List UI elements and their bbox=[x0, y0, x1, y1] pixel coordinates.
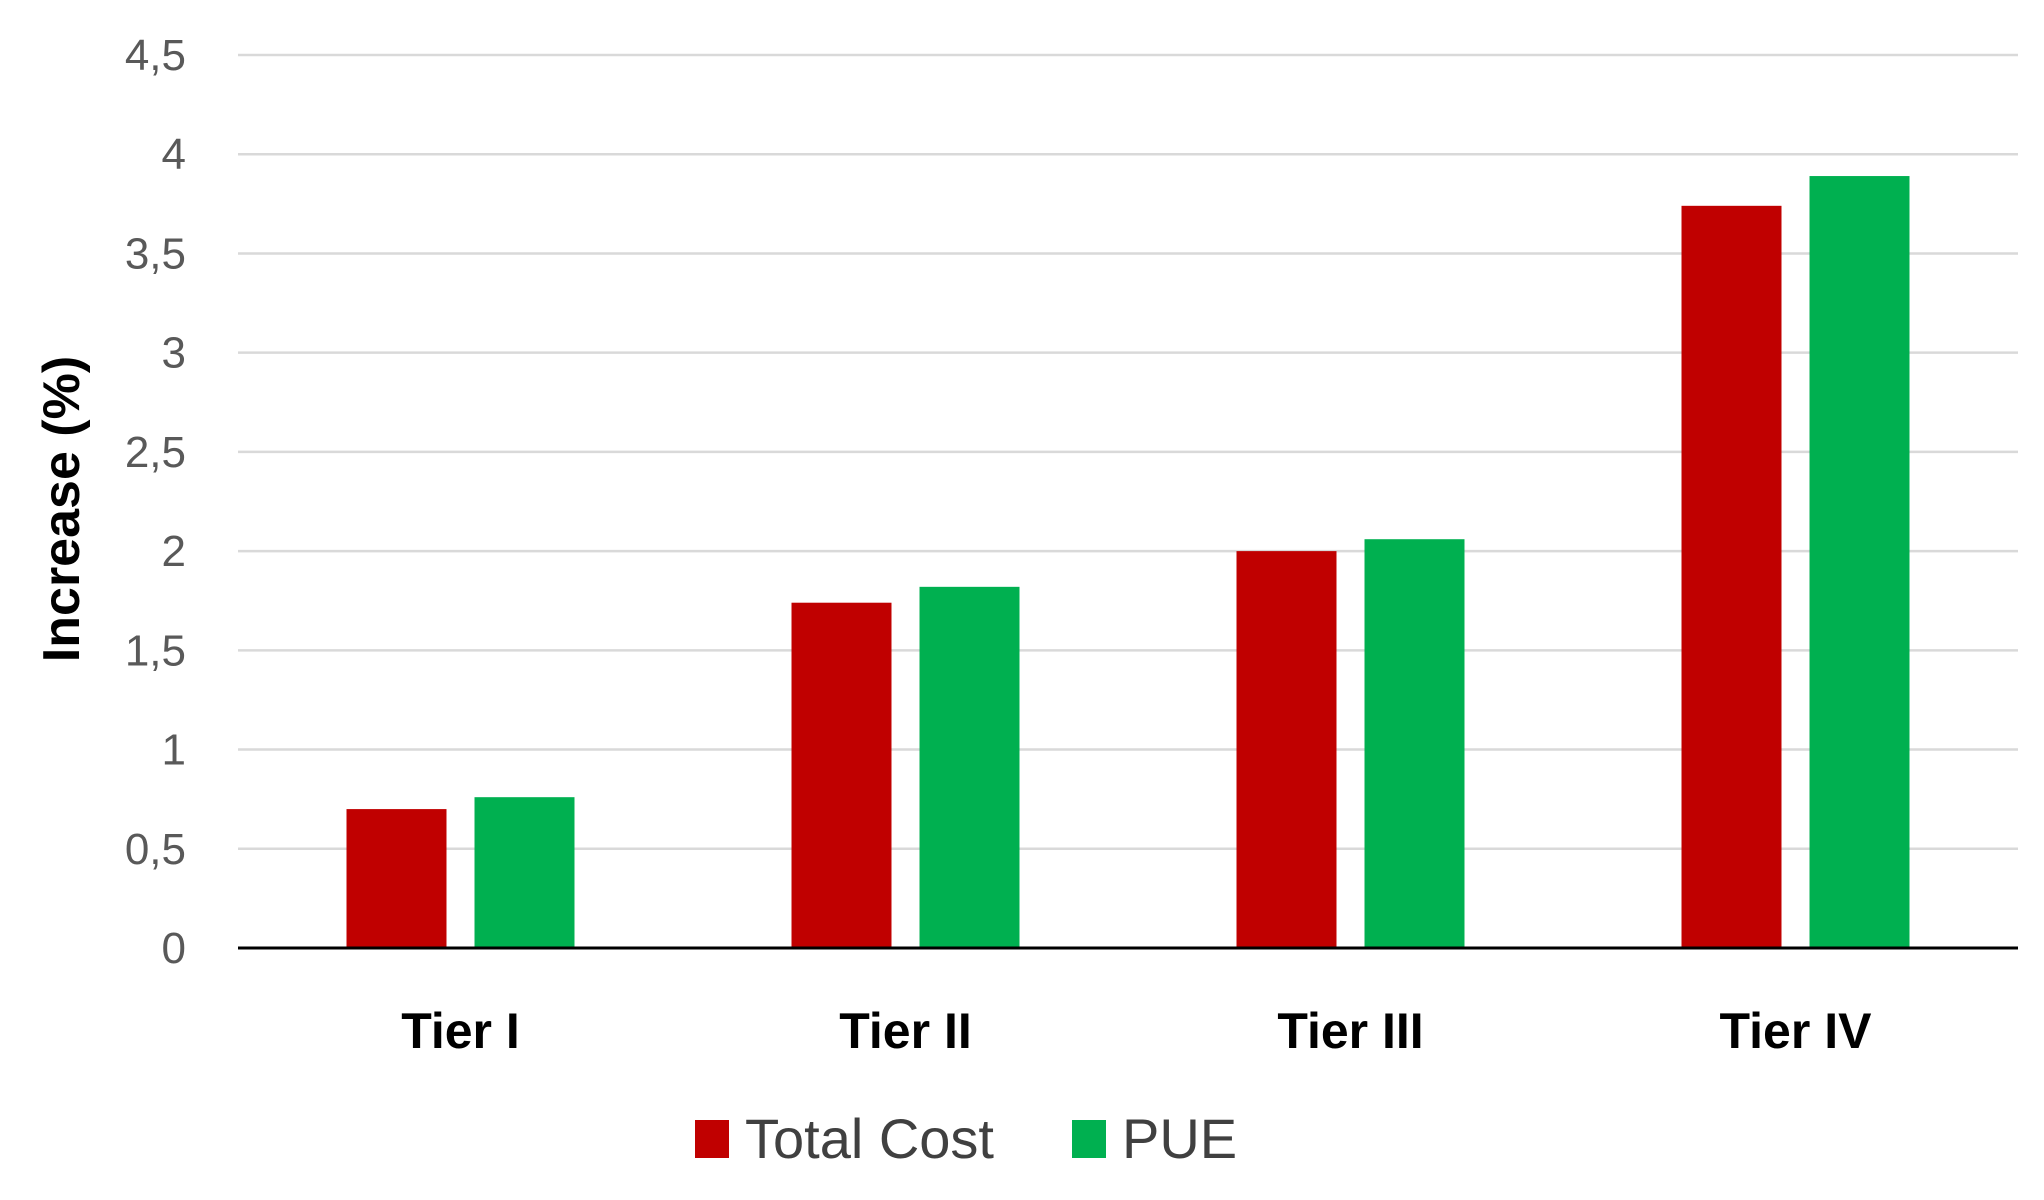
x-category-label: Tier I bbox=[401, 1003, 520, 1059]
x-category-label: Tier IV bbox=[1720, 1003, 1873, 1059]
y-tick-label: 4,5 bbox=[125, 31, 186, 80]
x-category-label: Tier II bbox=[839, 1003, 971, 1059]
legend-label: PUE bbox=[1122, 1107, 1237, 1170]
legend-label: Total Cost bbox=[745, 1107, 994, 1170]
legend: Total Cost PUE bbox=[695, 1107, 1237, 1170]
bar-pue-1 bbox=[919, 586, 1020, 948]
y-tick-label: 0,5 bbox=[125, 825, 186, 874]
bar-total-cost-1 bbox=[791, 602, 892, 948]
y-tick-label: 3 bbox=[162, 329, 186, 378]
legend-swatch bbox=[1072, 1120, 1106, 1158]
y-axis-title: Increase (%) bbox=[33, 356, 91, 662]
bar-total-cost-0 bbox=[346, 809, 447, 948]
y-tick-label: 2 bbox=[162, 527, 186, 576]
tick-labels: 0 0,5 1 1,5 2 2,5 3 3,5 4 4,5 Tier I Tier II Tier II… bbox=[125, 31, 1872, 1059]
y-tick-label: 3,5 bbox=[125, 229, 186, 278]
y-tick-label: 4 bbox=[162, 130, 186, 179]
y-tick-label: 1 bbox=[162, 726, 186, 775]
y-tick-label: 2,5 bbox=[125, 428, 186, 477]
bar-pue-0 bbox=[474, 797, 575, 948]
bars bbox=[346, 176, 1910, 949]
bar-pue-2 bbox=[1364, 539, 1465, 948]
y-tick-label: 0 bbox=[162, 924, 186, 973]
bar-total-cost-3 bbox=[1681, 205, 1782, 949]
gridlines bbox=[238, 53, 2018, 851]
y-tick-label: 1,5 bbox=[125, 626, 186, 675]
bar-total-cost-2 bbox=[1236, 551, 1337, 948]
x-category-label: Tier III bbox=[1277, 1003, 1423, 1059]
bar-pue-3 bbox=[1809, 176, 1910, 948]
legend-swatch bbox=[695, 1120, 729, 1158]
